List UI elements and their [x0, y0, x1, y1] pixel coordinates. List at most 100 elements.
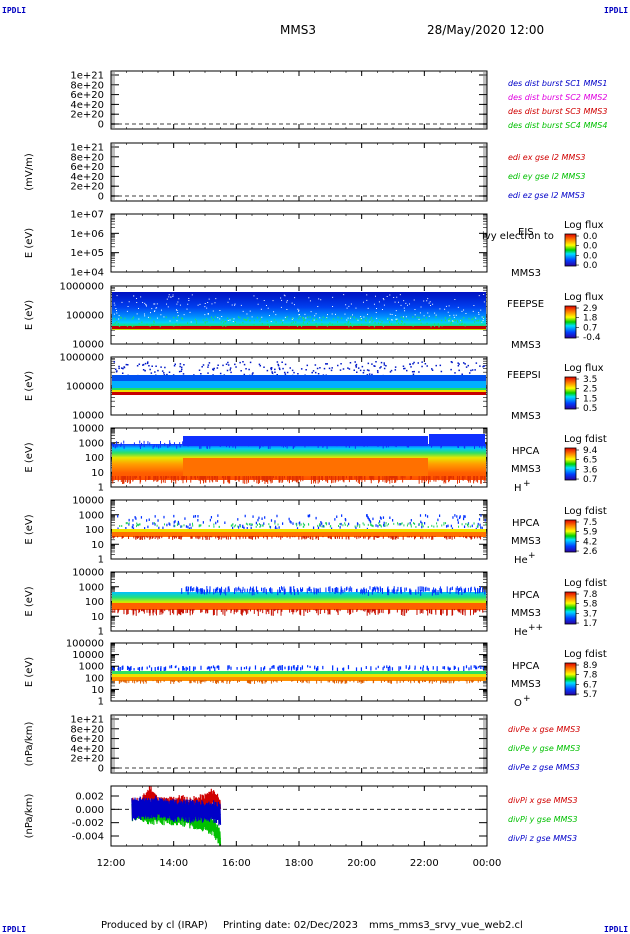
colorbar-value: 0.5: [583, 404, 597, 414]
colorbar-value: 6.5: [583, 456, 597, 466]
ytick-label: 4e+20: [70, 172, 104, 183]
species-label: He: [514, 555, 528, 566]
ytick-label: 1000: [79, 438, 104, 449]
spacecraft-title: MMS3: [280, 23, 316, 37]
ytick-label: 8e+20: [70, 724, 104, 735]
spectrogram-band: [112, 671, 486, 674]
colorbar-value: 1.8: [583, 314, 598, 324]
footer-script-name: mms_mms3_srvy_vue_web2.cl: [369, 920, 523, 931]
spectrogram-band: [183, 458, 428, 476]
spectrogram-band: [112, 381, 486, 388]
colorbar-value: 0.0: [583, 261, 598, 271]
ytick-label: 100: [85, 525, 104, 536]
spectrogram-band: [112, 674, 486, 677]
ytick-label: 10000: [72, 340, 104, 351]
spacecraft-label: MMS3: [511, 268, 541, 279]
colorbar-value: 1.7: [583, 619, 597, 629]
charge-label: +: [523, 694, 531, 704]
spectrogram-band: [112, 326, 486, 329]
spectrogram-fringe: [111, 440, 486, 449]
xtick-minor: [126, 500, 472, 559]
spectrogram-band: [112, 529, 486, 532]
ytick-label: 4e+20: [70, 100, 104, 111]
xtick-minor: [126, 286, 472, 344]
spectrogram-fringe: [181, 586, 486, 596]
ylabel-divpe: (nPa/km): [24, 722, 35, 767]
ylabel-hpca-he: E (eV): [24, 514, 35, 544]
instrument-label: HPCA: [512, 518, 540, 529]
ytick-label: 1e+21: [70, 71, 104, 82]
colorbar-title: Log fdist: [564, 506, 607, 517]
ylabel-hpca-he2: E (eV): [24, 586, 35, 616]
colorbar-value: 7.8: [583, 671, 598, 681]
colorbar-value: 0.7: [583, 475, 597, 485]
ytick-label: 8e+20: [70, 152, 104, 163]
corner-label-bottom-right: IPDLI: [604, 925, 629, 934]
ytick-label: 10: [91, 612, 104, 623]
legend-entry: des dist burst SC1 MMS1: [508, 79, 607, 88]
ytick-minor: [111, 716, 487, 772]
colorbar-value: 5.9: [583, 528, 598, 538]
ytick-label: 100: [85, 673, 104, 684]
colorbar-value: 6.7: [583, 680, 597, 690]
spacecraft-label: MMS3: [511, 608, 541, 619]
ytick-label: 1e+06: [70, 229, 104, 240]
xtick-minor: [126, 71, 472, 129]
colorbar-title: Log flux: [564, 292, 604, 303]
legend-entry: divPi z gse MMS3: [508, 834, 577, 843]
ytick-label: 10: [91, 468, 104, 479]
ytick-label: 1000: [79, 582, 104, 593]
ytick-label: 0: [98, 120, 104, 131]
panel-frame: [110, 714, 488, 774]
ytick-label: 0.000: [75, 805, 104, 816]
spectrogram-fringe: [111, 476, 486, 484]
panel-frame: [110, 213, 488, 273]
spacecraft-label: MMS3: [511, 679, 541, 690]
ytick-label: 100: [85, 597, 104, 608]
ylabel-hpca-h: E (eV): [24, 442, 35, 472]
ytick-label: 10000: [72, 411, 104, 422]
colorbar-value: 3.6: [583, 465, 598, 475]
ytick-label: -0.004: [72, 832, 104, 843]
ytick-minor: [111, 643, 487, 698]
ytick-label: 1: [98, 697, 104, 708]
ytick-label: 1000000: [59, 282, 104, 293]
colorbar-value: 4.2: [583, 537, 597, 547]
colorbar-title: Log fdist: [564, 434, 607, 445]
series-trend: [131, 806, 221, 816]
spectrogram-band: [112, 532, 486, 537]
ytick-label: 1e+21: [70, 143, 104, 154]
spectrogram-band: [112, 392, 486, 395]
xtick-label: 14:00: [159, 858, 188, 869]
legend-entry: divPi y gse MMS3: [508, 815, 578, 824]
footer-printing-date: Printing date: 02/Dec/2023: [223, 920, 359, 931]
colorbar-value: 5.7: [583, 690, 597, 700]
panel-hpca-he2: E (eV) 10000 1000 100 10 1 HPCA MMS3 He ++ Log fdi…: [24, 568, 607, 639]
colorbar-value: 8.9: [583, 661, 598, 671]
colorbar-value: 7.5: [583, 518, 597, 528]
instrument-label: HPCA: [512, 590, 540, 601]
instrument-label: FEEPSE: [507, 299, 544, 310]
colorbar-title: Log flux: [564, 363, 604, 374]
xtick-minor: [126, 214, 472, 272]
spectrogram-band: [112, 388, 486, 390]
legend-entry: des dist burst SC2 MMS2: [508, 93, 607, 102]
ytick-minor: [111, 500, 487, 555]
xtick-minor: [126, 786, 472, 846]
colorbar: [564, 662, 577, 696]
ytick-label: 1e+07: [70, 210, 104, 221]
colorbar-value: 0.0: [583, 251, 598, 261]
xtick-minor: [126, 357, 472, 415]
colorbar: [564, 376, 577, 410]
xtick-label: 12:00: [97, 858, 126, 869]
spectrogram-band: [112, 677, 486, 681]
colorbar: [564, 591, 577, 625]
panel-frame: [110, 142, 488, 202]
ylabel-eis: E (eV): [24, 228, 35, 258]
legend-entry: divPi x gse MMS3: [508, 796, 578, 805]
panel-divpi: (nPa/km) 0.002 0.000 -0.002 -0.004 divPi x gs…: [24, 785, 578, 847]
ytick-label: -0.002: [72, 818, 104, 829]
